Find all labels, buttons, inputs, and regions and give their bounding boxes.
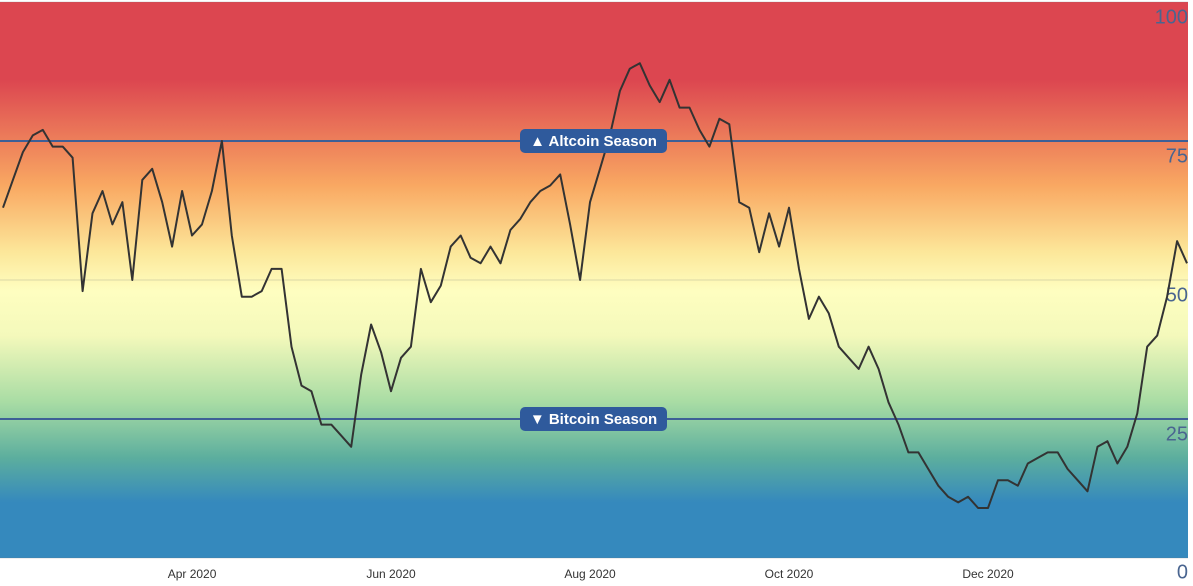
x-tick-label: Jun 2020 — [366, 567, 416, 581]
y-tick-label: 100 — [1155, 6, 1188, 28]
x-tick-label: Dec 2020 — [962, 567, 1014, 581]
y-tick-label: 75 — [1166, 145, 1188, 167]
annotation-box — [520, 129, 667, 153]
data-line — [2, 62, 1188, 509]
x-tick-label: Oct 2020 — [765, 567, 814, 581]
annotation-label: ▲ Altcoin Season — [530, 133, 657, 150]
y-tick-label: 50 — [1166, 284, 1188, 306]
annotation-box — [520, 407, 667, 431]
plot-background — [0, 2, 1188, 558]
y-tick-label: 25 — [1166, 423, 1188, 445]
x-tick-label: Aug 2020 — [564, 567, 616, 581]
y-tick-label: 0 — [1177, 561, 1188, 583]
annotation-label: ▼ Bitcoin Season — [530, 411, 657, 428]
x-tick-label: Apr 2020 — [168, 567, 217, 581]
